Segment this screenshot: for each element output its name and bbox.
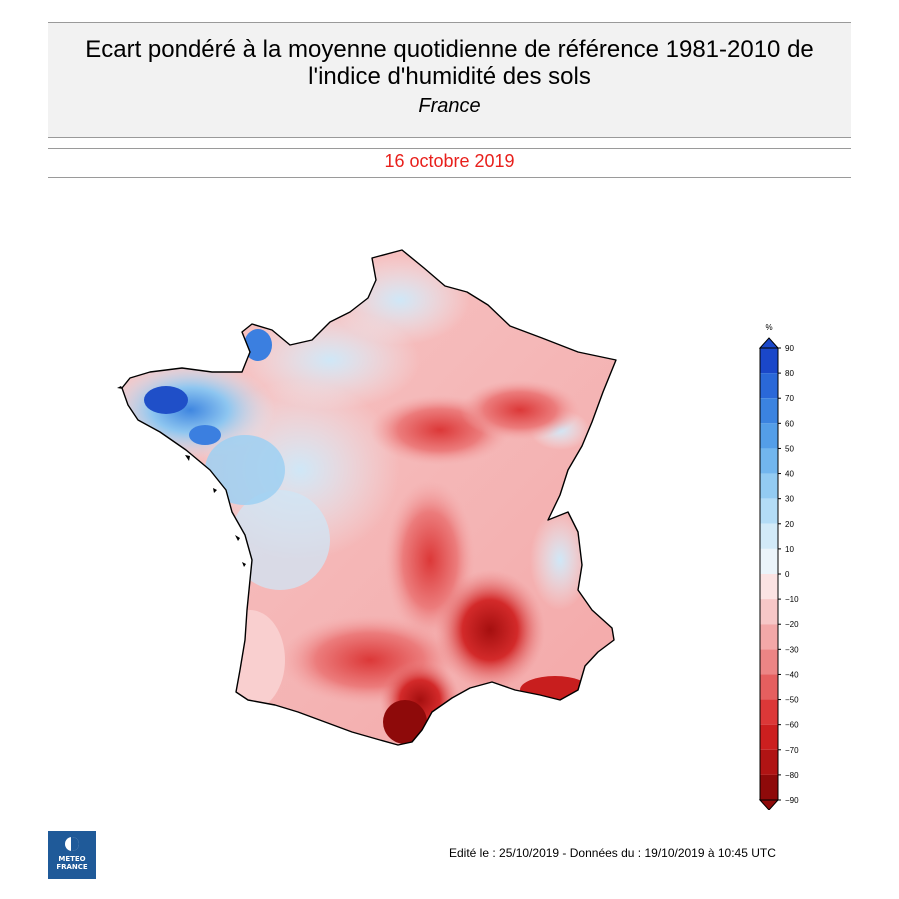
map-title: Ecart pondéré à la moyenne quotidienne d… [48,36,851,90]
colorbar-tick-label: −80 [785,771,799,780]
colorbar-bin [760,373,778,399]
colorbar-bin [760,523,778,549]
date-band [48,148,851,178]
logo-text: METEO FRANCE [48,855,96,871]
meteo-france-logo: METEO FRANCE [48,831,96,879]
colorbar-bin [760,423,778,449]
map-title-line1: Ecart pondéré à la moyenne quotidienne d… [85,36,814,63]
colorbar-tick-label: 60 [785,419,794,428]
colorbar-top-arrow [758,337,780,349]
colorbar-tick-label: 70 [785,394,794,403]
colorbar-bin [760,749,778,775]
map-date: 16 octobre 2019 [384,151,515,171]
logo-text-line1: METEO [58,855,86,863]
colorbar-bin [760,498,778,524]
colorbar-tick-label: 0 [785,570,790,579]
colorbar-unit: % [765,323,772,332]
colorbar-bin [760,574,778,600]
colorbar-bin [760,398,778,424]
header-band [48,22,851,138]
france-outline [121,249,617,746]
colorbar-tick-label: −30 [785,645,799,654]
colorbar-tick-label: −90 [785,796,799,805]
colorbar-bin [760,599,778,625]
colorbar-bin [760,473,778,499]
colorbar-tick-label: 30 [785,495,794,504]
logo-text-line2: FRANCE [56,863,88,871]
colorbar-tick-label: −10 [785,595,799,604]
colorbar-tick-label: 20 [785,520,794,529]
colorbar-bin [760,624,778,650]
colorbar-tick-label: −40 [785,670,799,679]
map-title-line2: l'indice d'humidité des sols [308,63,591,90]
colorbar-tick-label: 50 [785,444,794,453]
colorbar-bin [760,548,778,574]
colorbar-bin [760,699,778,725]
colorbar-tick-label: −70 [785,746,799,755]
colorbar-bin [760,649,778,675]
colorbar-bin [760,448,778,474]
edit-info: Edité le : 25/10/2019 - Données du : 19/… [449,846,776,860]
logo-mark-icon [65,837,79,851]
colorbar-bin [760,724,778,750]
france-soil-moisture-map [117,249,617,746]
colorbar-bin [760,674,778,700]
colorbar-bin [760,774,778,800]
colorbar-tick-label: 40 [785,470,794,479]
map-subtitle-region: France [418,95,481,117]
colorbar-tick-label: −50 [785,696,799,705]
colorbar-bottom-arrow [758,799,780,810]
colorbar-tick-label: 10 [785,545,794,554]
colorbar-tick-label: −20 [785,620,799,629]
colorbar-bin [760,348,778,374]
colorbar-tick-label: 80 [785,369,794,378]
colorbar-tick-label: −60 [785,721,799,730]
colorbar-legend: % 90 80 70 60 50 40 30 20 10 0 −10 −20 −30 −40 −50 −60 −7… [758,323,799,810]
colorbar-tick-label: 90 [785,344,794,353]
